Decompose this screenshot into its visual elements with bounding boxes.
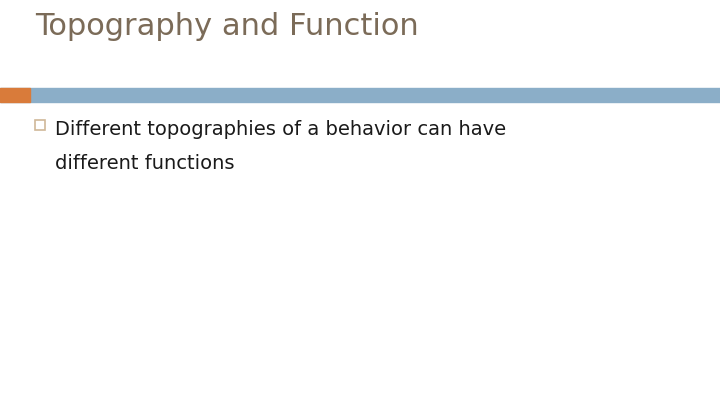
Text: Topography and Function: Topography and Function [35, 12, 419, 41]
Text: Different topographies of a behavior can have: Different topographies of a behavior can… [55, 120, 506, 139]
Bar [0, 88, 720, 102]
Text: different functions: different functions [55, 154, 235, 173]
Bar [35, 120, 45, 130]
Bar [0, 88, 30, 102]
